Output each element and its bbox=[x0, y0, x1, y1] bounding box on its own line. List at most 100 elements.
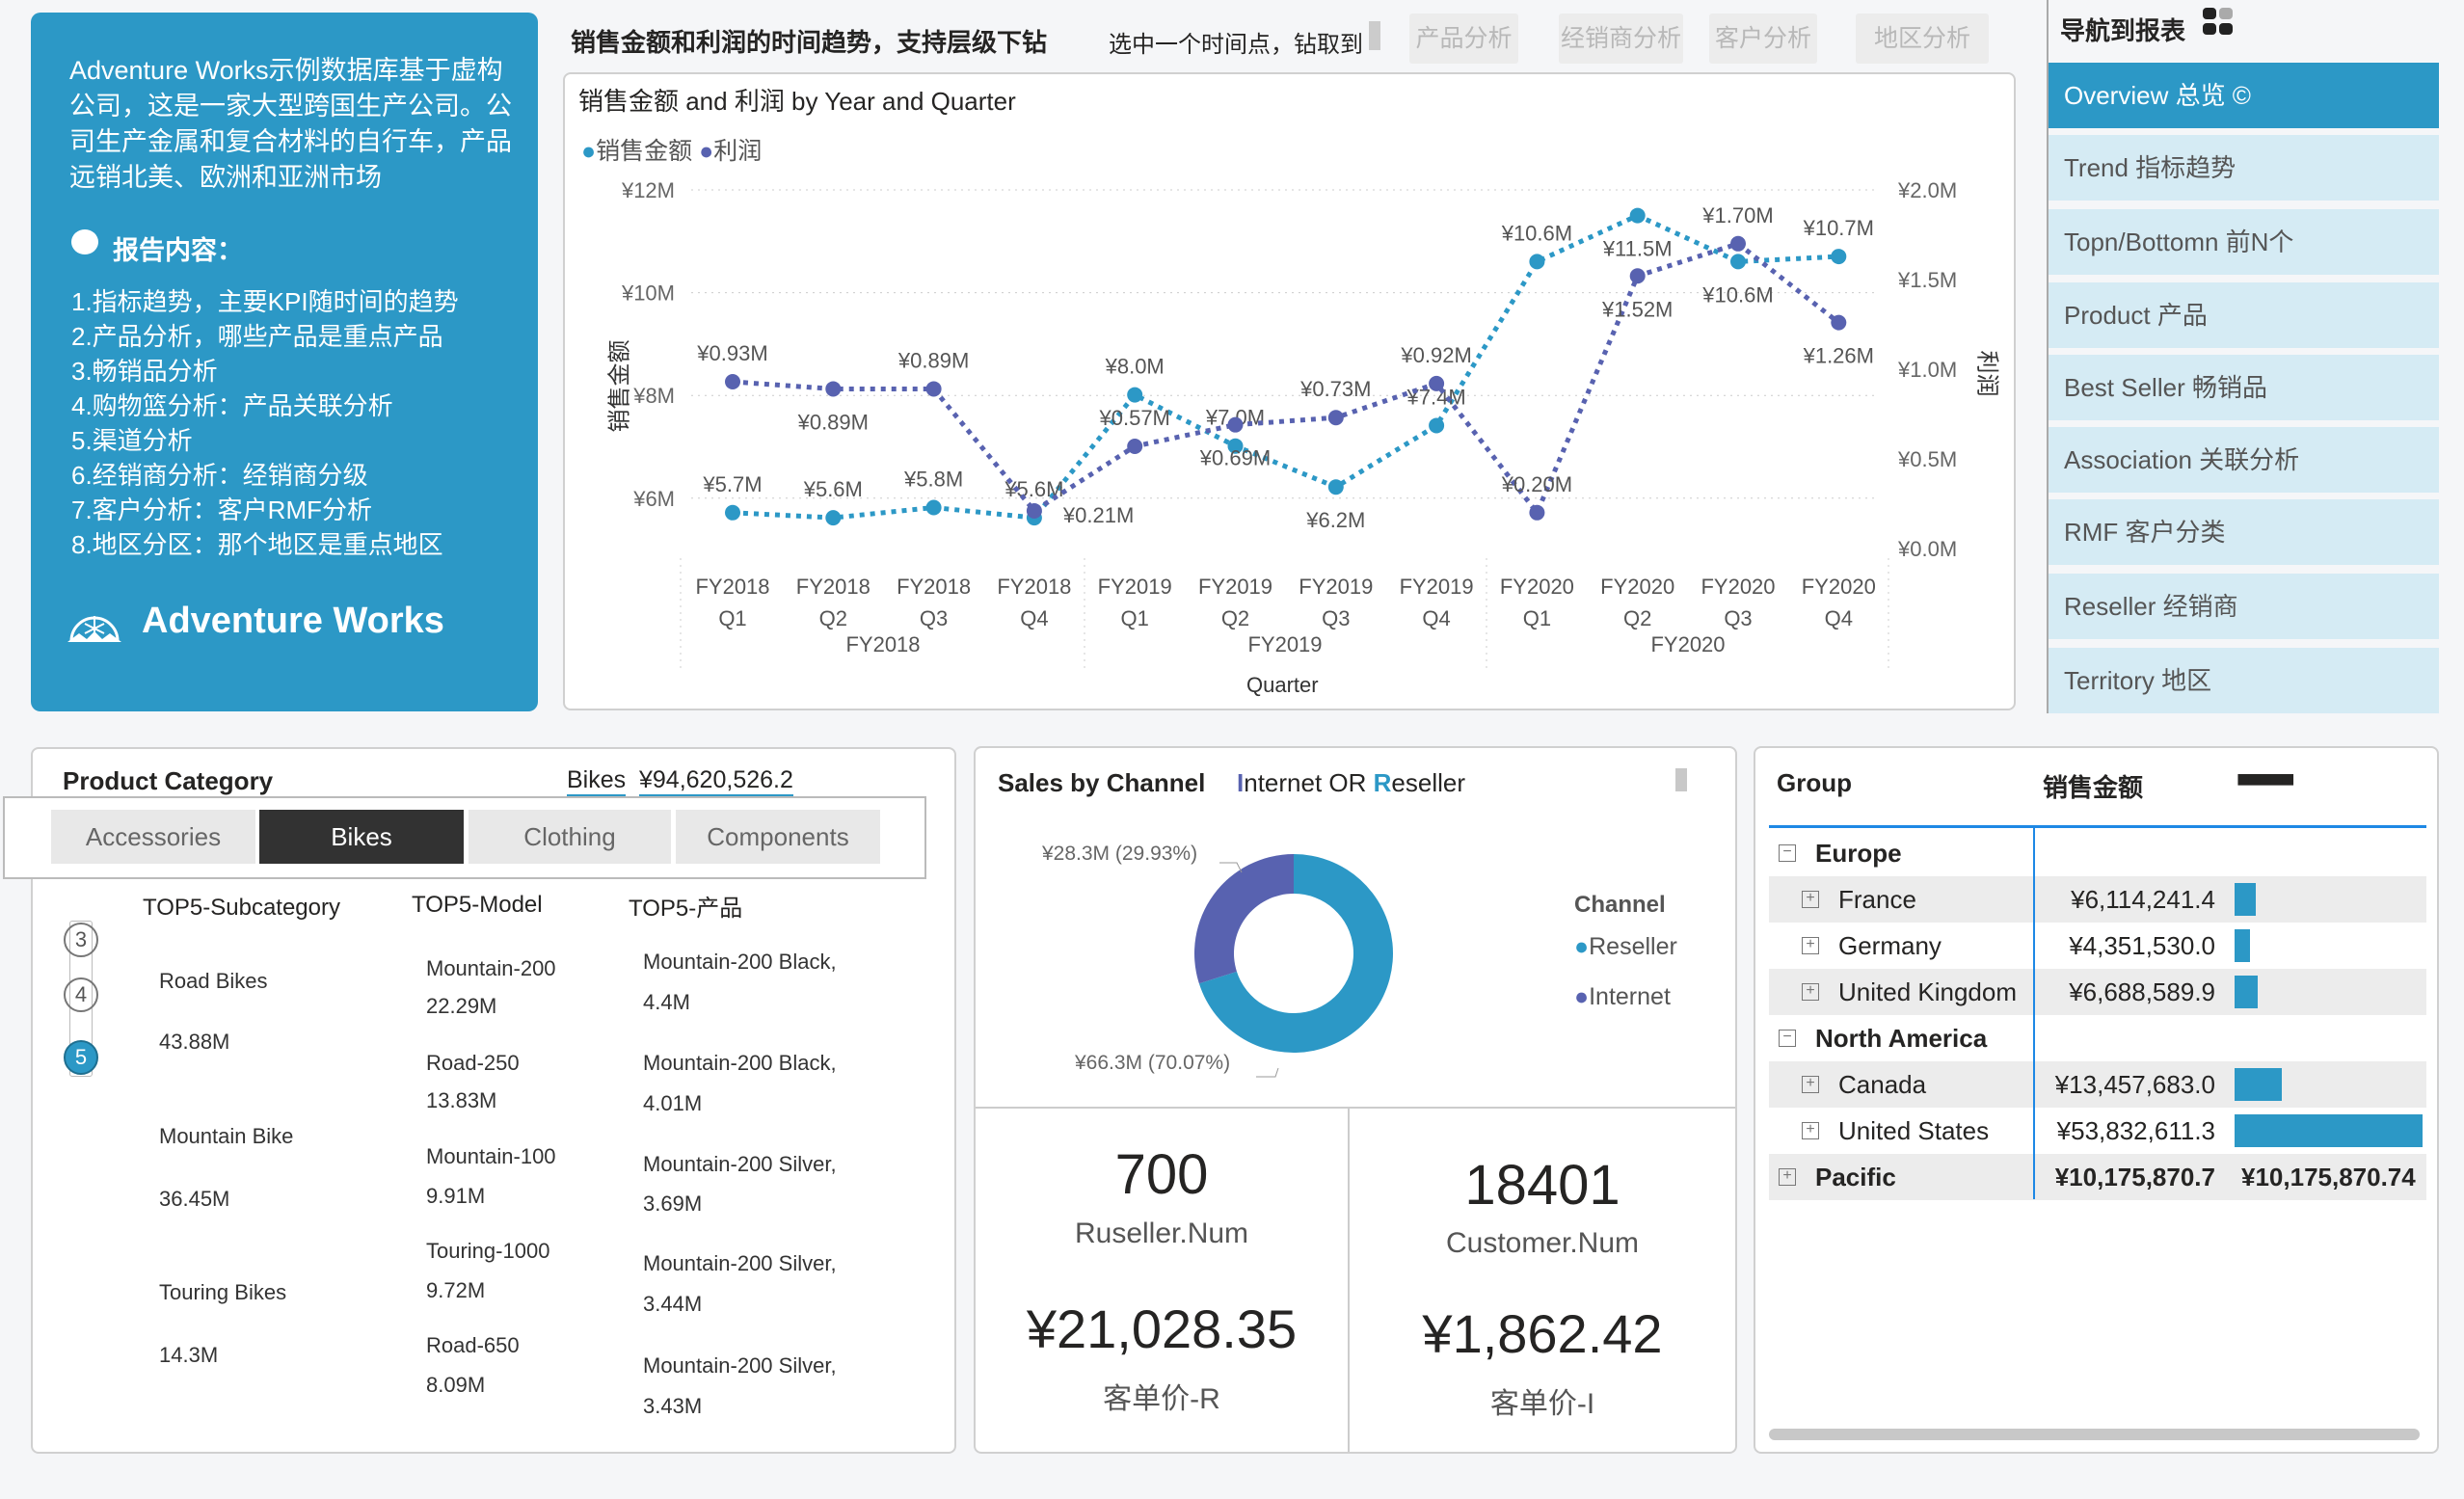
matrix-row[interactable] bbox=[1769, 969, 2426, 1015]
trend-line-chart[interactable]: ¥12M ¥10M ¥8M ¥6M ¥2.0M ¥1.5M ¥1.0M ¥0.5M ¥0.0M F… bbox=[0, 0, 2464, 733]
channel-donut-chart[interactable] bbox=[974, 819, 1737, 1109]
internet-slice-label: ¥28.3M (29.93%) bbox=[1042, 843, 1198, 865]
rank-option-4[interactable]: 4 bbox=[64, 977, 98, 1012]
x-tick-fy: FY2019 bbox=[1400, 575, 1474, 599]
subcategory-name: Road Bikes bbox=[159, 969, 268, 993]
intro-item: 5.渠道分析 bbox=[71, 426, 193, 455]
expand-icon[interactable]: + bbox=[1802, 1122, 1819, 1139]
header-bar[interactable]: ■■■■■ bbox=[2236, 766, 2295, 792]
nav-item-overview[interactable]: Overview 总览 © bbox=[2049, 63, 2439, 128]
x-tick-quarter: Q4 bbox=[1825, 606, 1853, 630]
legend-reseller[interactable]: ●Reseller bbox=[1574, 933, 1677, 961]
nav-item-reseller[interactable]: Reseller 经销商 bbox=[2049, 574, 2439, 639]
product-analysis-button[interactable]: 产品分析 bbox=[1409, 13, 1518, 64]
x-tick-quarter: Q2 bbox=[1623, 606, 1651, 630]
product-value: 4.01M bbox=[643, 1091, 703, 1115]
header-sales[interactable]: 销售金额 bbox=[2043, 773, 2144, 802]
model-value: 8.09M bbox=[426, 1373, 486, 1397]
collapse-icon[interactable]: − bbox=[1779, 1030, 1796, 1047]
x-tick-quarter: Q3 bbox=[1724, 606, 1752, 630]
x-tick-fy: FY2019 bbox=[1198, 575, 1272, 599]
header-model: TOP5-Model bbox=[412, 892, 543, 918]
nav-divider bbox=[2047, 0, 2049, 713]
nav-item-territory[interactable]: Territory 地区 bbox=[2049, 648, 2439, 713]
x-tick-quarter: Q2 bbox=[1221, 606, 1249, 630]
product-name: Mountain-200 Black, bbox=[643, 1051, 837, 1075]
data-label: ¥0.89M bbox=[797, 410, 869, 434]
intro-item: 4.购物篮分析：产品关联分析 bbox=[71, 391, 393, 420]
product-value: 3.69M bbox=[643, 1191, 703, 1216]
legend-sales[interactable]: 销售金额 bbox=[596, 138, 693, 165]
leader-line bbox=[1256, 1067, 1279, 1078]
tab-bikes[interactable]: Bikes bbox=[259, 810, 464, 864]
matrix-row[interactable] bbox=[1769, 1061, 2426, 1108]
model-value: 9.72M bbox=[426, 1278, 486, 1302]
legend-reseller-label: Reseller bbox=[1589, 933, 1677, 960]
row-label: France bbox=[1838, 885, 1916, 914]
legend-dot-sales-icon: ● bbox=[581, 138, 597, 165]
customer-analysis-button[interactable]: 客户分析 bbox=[1709, 13, 1817, 64]
expand-icon[interactable]: + bbox=[1802, 983, 1819, 1001]
channel-subtitle: Internet OR Reseller bbox=[1237, 768, 1465, 798]
tab-clothing[interactable]: Clothing bbox=[469, 810, 671, 864]
nav-item-product[interactable]: Product 产品 bbox=[2049, 282, 2439, 348]
data-point bbox=[1227, 416, 1244, 433]
x-tick-quarter: Q4 bbox=[1422, 606, 1450, 630]
expand-icon[interactable]: + bbox=[1779, 1168, 1796, 1186]
header-group[interactable]: Group bbox=[1777, 768, 1852, 797]
x-tick-quarter: Q4 bbox=[1020, 606, 1048, 630]
row-sales-value: ¥10,175,870.7 bbox=[2054, 1163, 2215, 1191]
product-name: Mountain-200 Silver, bbox=[643, 1353, 837, 1378]
legend-internet[interactable]: ●Internet bbox=[1574, 983, 1671, 1011]
expand-icon[interactable]: + bbox=[1802, 891, 1819, 908]
reseller-analysis-button[interactable]: 经销商分析 bbox=[1559, 13, 1683, 64]
x-tick-fy: FY2018 bbox=[695, 575, 769, 599]
reseller-avg-label: 客单价-R bbox=[1103, 1383, 1220, 1415]
y-tick-label: ¥8M bbox=[632, 384, 675, 408]
product-value: 3.44M bbox=[643, 1292, 703, 1316]
subtitle-r: R bbox=[1373, 768, 1392, 797]
tab-accessories[interactable]: Accessories bbox=[51, 810, 255, 864]
territory-analysis-button[interactable]: 地区分析 bbox=[1856, 13, 1989, 64]
data-point bbox=[825, 381, 842, 397]
data-label: ¥10.6M bbox=[1501, 221, 1572, 245]
subcategory-value: 14.3M bbox=[159, 1343, 219, 1367]
report-content-title: 报告内容： bbox=[113, 236, 243, 265]
column-divider bbox=[2033, 827, 2035, 1199]
collapse-icon[interactable]: − bbox=[1779, 844, 1796, 862]
product-category-title: Product Category bbox=[63, 766, 274, 795]
x-tick-quarter: Q3 bbox=[1322, 606, 1350, 630]
legend-profit[interactable]: 利润 bbox=[713, 138, 763, 165]
x-tick-fy: FY2018 bbox=[997, 575, 1071, 599]
x-axis-title: Quarter bbox=[1246, 673, 1319, 697]
horizontal-scrollbar[interactable] bbox=[1769, 1429, 2420, 1440]
y-tick-label: ¥6M bbox=[632, 487, 675, 511]
data-point bbox=[1831, 314, 1847, 331]
expand-icon[interactable]: + bbox=[1802, 937, 1819, 954]
data-label: ¥5.6M bbox=[803, 477, 863, 501]
nav-item-topn[interactable]: Topn/Bottomn 前N个 bbox=[2049, 209, 2439, 275]
data-label: ¥0.92M bbox=[1400, 343, 1471, 367]
legend-dot-profit-icon: ● bbox=[699, 138, 714, 165]
chart-title: 销售金额 and 利润 by Year and Quarter bbox=[578, 87, 1016, 116]
product-value: 4.4M bbox=[643, 990, 690, 1014]
rank-option-5[interactable]: 5 bbox=[64, 1040, 98, 1075]
nav-item-rmf[interactable]: RMF 客户分类 bbox=[2049, 499, 2439, 565]
row-sales-value: ¥4,351,530.0 bbox=[2069, 931, 2215, 960]
data-point bbox=[925, 381, 942, 397]
intro-panel: Adventure Works示例数据库基于虚构公司，这是一家大型跨国生产公司。… bbox=[31, 13, 538, 711]
nav-item-association[interactable]: Association 关联分析 bbox=[2049, 427, 2439, 493]
expand-icon[interactable]: + bbox=[1802, 1076, 1819, 1093]
adventure-works-logo-icon bbox=[67, 616, 121, 642]
chart-legend: ●销售金额 ●利润 bbox=[581, 132, 762, 167]
matrix-row[interactable] bbox=[1769, 1154, 2426, 1200]
subcategory-value: 36.45M bbox=[159, 1187, 230, 1211]
data-label: ¥11.5M bbox=[1602, 237, 1673, 261]
tab-components[interactable]: Components bbox=[676, 810, 880, 864]
data-label: ¥0.93M bbox=[696, 341, 767, 365]
rank-option-3[interactable]: 3 bbox=[64, 923, 98, 957]
nav-item-best-seller[interactable]: Best Seller 畅销品 bbox=[2049, 355, 2439, 420]
matrix-row[interactable] bbox=[1769, 876, 2426, 923]
nav-item-trend[interactable]: Trend 指标趋势 bbox=[2049, 135, 2439, 201]
leader-line bbox=[1219, 862, 1243, 873]
